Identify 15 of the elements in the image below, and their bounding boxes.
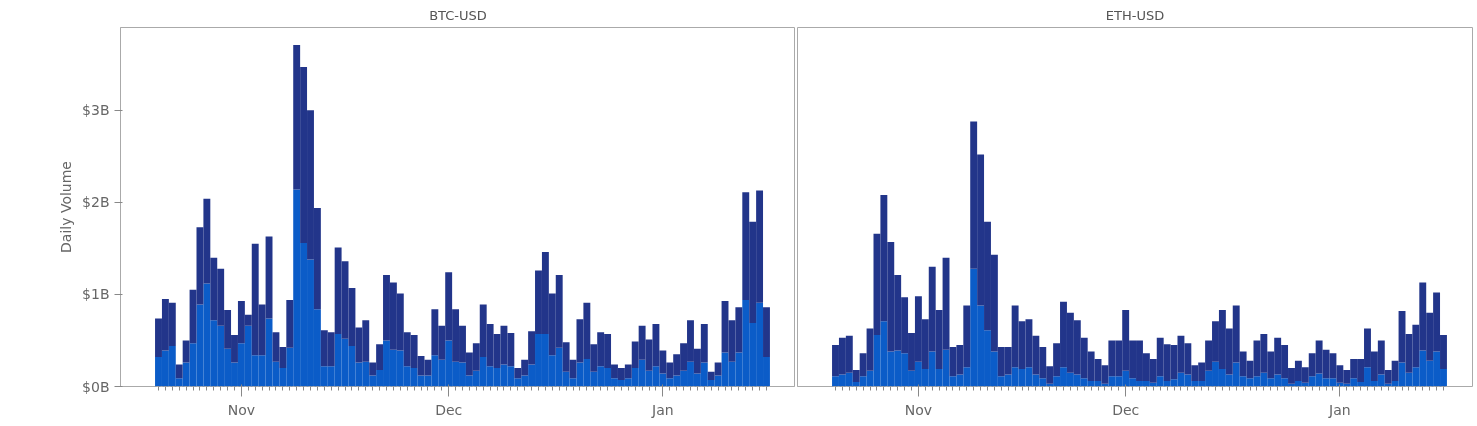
bar <box>763 307 770 358</box>
bar <box>175 364 183 379</box>
x-tick-label: Jan <box>651 401 674 418</box>
y-axis-title: Daily Volume <box>58 161 75 253</box>
chart-title: ETH-USD <box>1105 7 1165 23</box>
x-tick-label: Jan <box>1328 401 1351 418</box>
y-tick-label: $1B <box>82 286 110 303</box>
x-tick-label: Dec <box>1112 401 1140 418</box>
chart-title: BTC-USD <box>429 7 487 23</box>
x-tick-label: Nov <box>904 401 933 418</box>
x-tick-label: Nov <box>227 401 256 418</box>
y-tick-label: $3B <box>82 102 110 119</box>
y-tick-label: $2B <box>82 194 110 211</box>
y-tick-label: $0B <box>82 378 110 395</box>
x-tick-label: Dec <box>435 401 463 418</box>
